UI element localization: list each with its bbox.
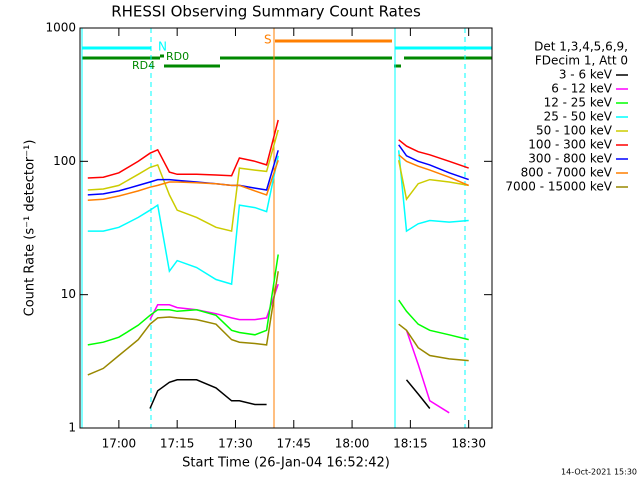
legend-label: 6 - 12 keV: [551, 82, 613, 96]
series-line: [149, 283, 450, 414]
chart-title: RHESSI Observing Summary Count Rates: [111, 3, 421, 21]
series-line: [87, 271, 469, 376]
legend-label: 3 - 6 keV: [559, 68, 613, 82]
series-line: [87, 150, 469, 286]
legend-label: 300 - 800 keV: [528, 152, 612, 166]
series-line: [87, 144, 469, 196]
legend-label: 100 - 300 keV: [528, 138, 612, 152]
x-tick-label: 18:30: [451, 437, 486, 451]
x-tick-label: 17:30: [218, 437, 253, 451]
flags: [82, 39, 492, 68]
legend-label: 7000 - 15000 keV: [505, 180, 612, 194]
annotation: RD4: [132, 59, 155, 72]
legend-label: 12 - 25 keV: [544, 96, 613, 110]
series-line: [87, 129, 469, 233]
series-line: [87, 254, 469, 346]
series-line: [149, 379, 431, 409]
x-tick-label: 18:00: [335, 437, 370, 451]
x-tick-label: 18:15: [393, 437, 428, 451]
y-tick-label: 1000: [45, 21, 76, 35]
legend-header: Det 1,3,4,5,6,9,: [534, 40, 628, 54]
series-line: [87, 119, 469, 179]
orbit-lines: [81, 28, 466, 428]
y-tick-label: 1: [68, 421, 76, 435]
x-tick-label: 17:00: [102, 437, 137, 451]
x-axis-label: Start Time (26-Jan-04 16:52:42): [182, 456, 390, 471]
series-line: [87, 154, 469, 202]
annotation: N: [158, 40, 167, 54]
y-tick-label: 100: [53, 154, 76, 168]
footer: 14-Oct-2021 15:30: [561, 468, 637, 477]
x-tick-label: 17:15: [160, 437, 195, 451]
annotation: RD0: [166, 50, 189, 63]
legend-header: FDecim 1, Att 0: [535, 54, 628, 68]
x-tick-label: 17:45: [276, 437, 311, 451]
y-tick-label: 10: [61, 287, 76, 301]
legend-label: 25 - 50 keV: [544, 110, 613, 124]
legend-label: 50 - 100 keV: [536, 124, 613, 138]
y-axis-label: Count Rate (s⁻¹ detector⁻¹): [23, 140, 38, 317]
legend-label: 800 - 7000 keV: [521, 166, 613, 180]
plot-frame: [79, 27, 493, 429]
annotation: S: [264, 33, 272, 47]
